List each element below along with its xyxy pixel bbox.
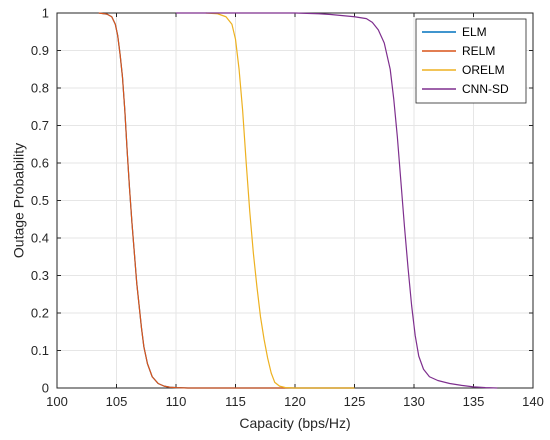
legend-label: ELM [462,25,487,39]
series-line-cnn-sd [176,12,498,389]
x-tick-label: 125 [344,394,366,409]
axis-ticks: 100 105 110 115 120 125 130 135 140 0 0.1 0.2 0.3 0.4… [31,6,544,410]
y-tick-label: 0 [42,381,49,396]
series-line-relm [98,12,355,389]
y-tick-label: 0.5 [31,193,49,208]
y-tick-label: 1 [42,6,49,21]
x-tick-label: 115 [225,394,246,409]
x-tick-label: 140 [522,394,544,409]
y-tick-label: 0.9 [31,43,49,58]
legend-label: ORELM [462,63,505,77]
x-tick-label: 100 [46,394,68,409]
y-tick-label: 0.3 [31,268,49,283]
y-tick-label: 0.8 [31,81,49,96]
y-tick-label: 0.4 [31,231,49,246]
legend-label: CNN-SD [462,82,509,96]
x-tick-label: 105 [106,394,128,409]
y-tick-label: 0.7 [31,118,49,133]
x-tick-label: 130 [403,394,425,409]
series-line-orelm [205,12,355,389]
y-tick-label: 0.6 [31,156,49,171]
y-tick-label: 0.1 [31,343,49,358]
x-tick-label: 135 [463,394,485,409]
y-tick-label: 0.2 [31,306,49,321]
series-lines [98,12,498,389]
x-tick-label: 110 [166,394,187,409]
y-axis-label: Outage Probability [11,143,27,258]
grid [56,12,534,389]
legend: ELM RELM ORELM CNN-SD [415,18,527,104]
x-tick-label: 120 [284,394,306,409]
x-axis-label: Capacity (bps/Hz) [239,415,350,431]
legend-label: RELM [462,44,495,58]
